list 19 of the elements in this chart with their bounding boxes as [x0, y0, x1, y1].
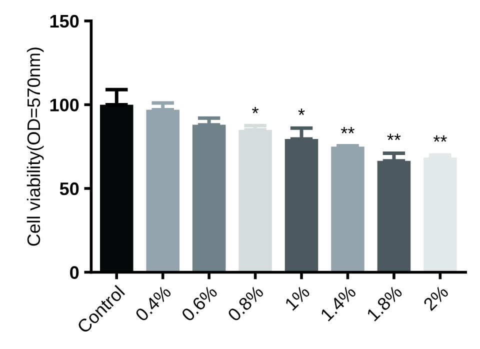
- annotation: **: [387, 134, 401, 140]
- y-tick-label: 50: [60, 182, 79, 196]
- x-tick-label: 2%: [422, 284, 450, 312]
- y-tick-label: 100: [50, 98, 79, 112]
- bar: [377, 160, 411, 272]
- annotation: *: [298, 108, 305, 115]
- annotation: **: [340, 127, 354, 134]
- bar: [192, 124, 226, 272]
- y-tick-label: 150: [50, 14, 79, 28]
- annotation: **: [433, 135, 447, 142]
- annotation: *: [252, 106, 259, 114]
- y-axis-title: Cell viability(OD=570nm): [26, 48, 44, 246]
- bar: [424, 157, 457, 272]
- bar: [238, 130, 272, 272]
- bar: [331, 146, 364, 272]
- bar: [284, 139, 318, 272]
- bar: [146, 110, 180, 272]
- y-tick-label: 0: [70, 266, 79, 279]
- x-tick-label: 1%: [284, 284, 310, 311]
